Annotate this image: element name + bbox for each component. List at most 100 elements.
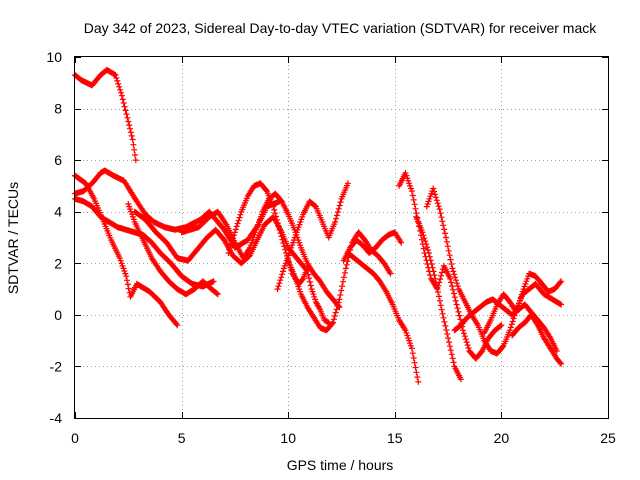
data-point xyxy=(509,318,516,325)
data-point xyxy=(329,320,336,327)
data-point xyxy=(282,246,289,253)
data-point xyxy=(227,244,234,251)
data-point xyxy=(128,132,135,139)
data-point xyxy=(117,86,124,93)
data-point xyxy=(446,339,452,346)
data-point xyxy=(436,293,442,300)
data-point xyxy=(513,309,520,316)
data-point xyxy=(278,233,285,240)
data-point xyxy=(436,297,443,304)
data-point xyxy=(335,205,342,212)
data-point xyxy=(124,114,131,121)
data-point xyxy=(334,209,341,216)
series-sat-n xyxy=(413,213,464,383)
data-point xyxy=(447,347,454,354)
series-sat-h xyxy=(225,180,311,287)
data-point xyxy=(423,241,430,248)
data-point xyxy=(410,355,417,361)
data-point xyxy=(132,152,138,158)
data-point xyxy=(278,274,285,281)
data-point xyxy=(434,284,441,291)
data-point xyxy=(436,279,443,286)
series-sat-c xyxy=(72,172,181,329)
data-point xyxy=(498,322,505,329)
data-point xyxy=(123,111,130,118)
data-point xyxy=(338,287,345,294)
data-point xyxy=(304,265,311,272)
data-point xyxy=(438,306,445,313)
data-point xyxy=(231,229,238,236)
data-point xyxy=(214,291,221,298)
data-point xyxy=(449,355,456,362)
series-sat-r xyxy=(509,311,565,367)
data-point xyxy=(280,268,286,275)
data-point xyxy=(277,230,284,237)
data-point xyxy=(306,275,313,282)
data-point xyxy=(344,180,351,187)
data-point xyxy=(432,194,439,201)
data-point xyxy=(120,100,127,106)
data-point xyxy=(433,197,440,204)
x-tick-label: 20 xyxy=(494,430,510,446)
data-point xyxy=(450,359,457,366)
data-points xyxy=(72,66,565,385)
data-point xyxy=(558,360,565,367)
data-point xyxy=(333,212,340,219)
data-point xyxy=(445,247,452,254)
data-point xyxy=(433,280,440,287)
data-point xyxy=(424,244,431,251)
data-point xyxy=(440,222,447,229)
data-point xyxy=(210,278,217,285)
series-sat-m xyxy=(396,170,505,362)
data-point xyxy=(225,250,232,256)
data-point xyxy=(124,281,131,288)
data-point xyxy=(331,313,338,319)
data-point xyxy=(419,229,426,236)
data-point xyxy=(125,118,132,125)
data-point xyxy=(336,296,343,303)
data-point xyxy=(448,261,455,267)
data-point xyxy=(228,241,235,248)
data-point xyxy=(460,330,467,337)
data-point xyxy=(448,351,455,358)
data-point xyxy=(414,374,421,381)
data-point xyxy=(411,201,418,208)
data-point xyxy=(446,252,453,259)
x-tick-label: 25 xyxy=(600,430,616,446)
data-point xyxy=(335,299,342,306)
data-point xyxy=(409,192,416,199)
data-point xyxy=(428,261,435,267)
data-point xyxy=(420,245,427,252)
data-point xyxy=(279,271,286,278)
data-point xyxy=(116,83,123,90)
data-point xyxy=(442,322,449,329)
data-point xyxy=(276,226,283,233)
data-point xyxy=(131,146,138,153)
data-point xyxy=(279,236,286,243)
data-point xyxy=(119,96,126,103)
data-point xyxy=(516,300,523,307)
data-point xyxy=(398,239,405,246)
data-point xyxy=(334,303,341,309)
data-point xyxy=(454,283,461,290)
data-point xyxy=(337,292,344,298)
data-point xyxy=(462,336,469,343)
data-point xyxy=(445,335,452,342)
data-point xyxy=(434,200,441,207)
data-point xyxy=(464,342,471,349)
data-point xyxy=(457,376,464,383)
data-point xyxy=(558,301,565,308)
data-point xyxy=(425,247,431,253)
data-point xyxy=(432,275,439,282)
data-point xyxy=(231,232,237,239)
data-point xyxy=(229,238,236,245)
data-point xyxy=(213,290,220,297)
data-point xyxy=(118,89,124,96)
data-point xyxy=(387,270,394,277)
data-point xyxy=(443,234,449,241)
data-point xyxy=(440,314,447,321)
data-point xyxy=(113,75,120,81)
data-point xyxy=(460,327,466,334)
data-point xyxy=(431,272,438,279)
